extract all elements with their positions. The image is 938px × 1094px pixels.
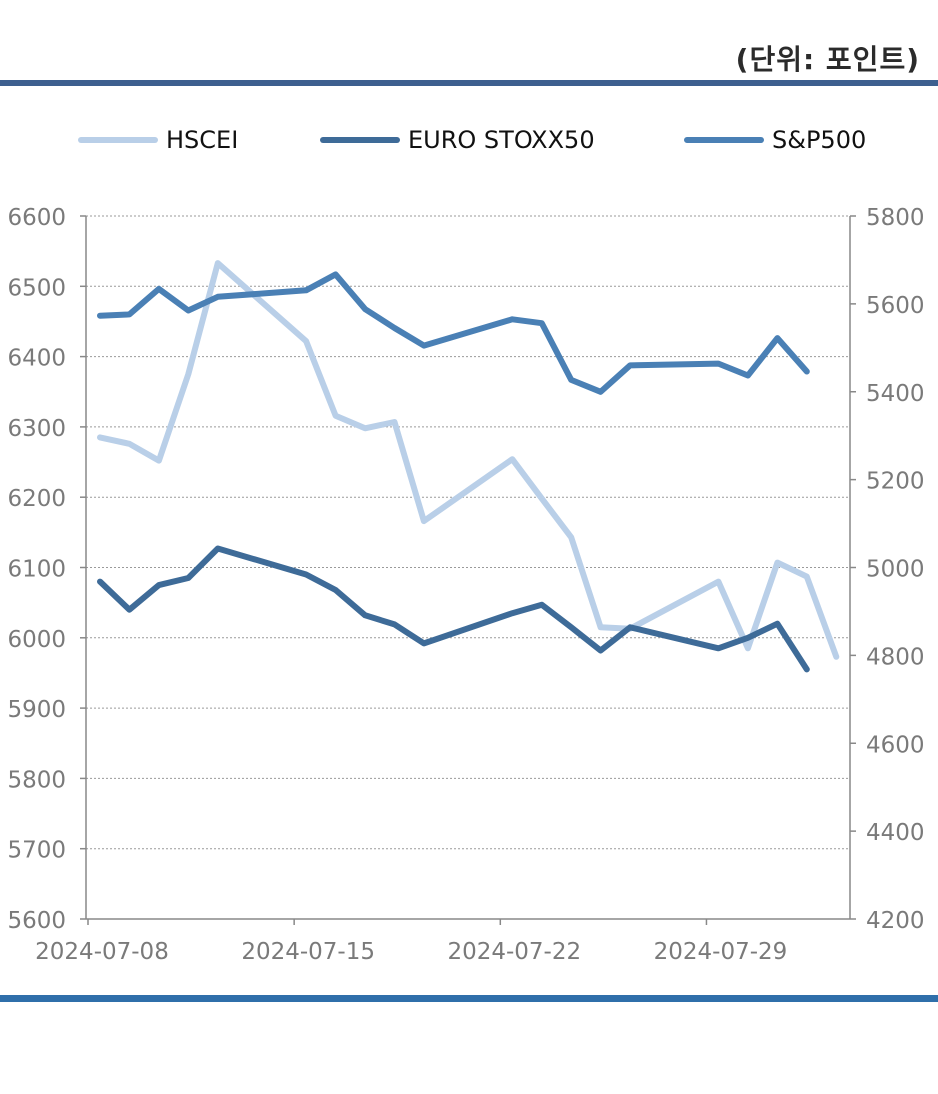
line-chart: 6600 6500 6400 6300 6200 6100 6000 5900 5800 5700… (7, 205, 925, 965)
left-tick-label-5900: 5900 (7, 697, 66, 723)
x-tick-label-2024-07-08: 2024-07-08 (35, 939, 169, 965)
legend: HSCEI EURO STOXX50 S&P500 (0, 120, 938, 160)
series-line-s-p500 (97, 271, 810, 395)
legend-item-hscei: HSCEI (78, 120, 238, 160)
legend-label-euro-stoxx50: EURO STOXX50 (408, 126, 595, 154)
series-lines (97, 260, 840, 673)
right-tick-label-4600: 4600 (866, 732, 925, 758)
left-tick-label-6600: 6600 (7, 205, 66, 231)
right-tick-label-5600: 5600 (866, 293, 925, 319)
legend-swatch-hscei (78, 137, 158, 143)
legend-label-sp500: S&P500 (772, 126, 867, 154)
left-tick-label-6200: 6200 (7, 486, 66, 512)
right-tick-label-5400: 5400 (866, 381, 925, 407)
x-tick-label-2024-07-15: 2024-07-15 (241, 939, 375, 965)
legend-item-sp500: S&P500 (684, 120, 866, 160)
bottom-rule (0, 995, 938, 1002)
left-tick-label-5600: 5600 (7, 908, 66, 934)
gridlines (86, 215, 850, 850)
right-tick-label-4200: 4200 (866, 908, 925, 934)
legend-swatch-sp500 (684, 137, 764, 143)
x-axis-tick-labels: 2024-07-08 2024-07-15 2024-07-22 2024-07-29 (35, 939, 787, 965)
left-tick-label-6500: 6500 (7, 275, 66, 301)
left-tick-label-6300: 6300 (7, 416, 66, 442)
unit-label: (단위: 포인트) (735, 43, 920, 76)
right-tick-label-5200: 5200 (866, 469, 925, 495)
left-tick-label-5800: 5800 (7, 767, 66, 793)
legend-swatch-euro-stoxx50 (320, 137, 400, 143)
right-axis-tick-labels: 5800 5600 5400 5200 5000 4800 4600 4400 4200 (866, 205, 925, 934)
top-rule (0, 80, 938, 86)
right-tick-label-4800: 4800 (866, 644, 925, 670)
right-tick-label-5000: 5000 (866, 557, 925, 583)
series-line-hscei (97, 260, 840, 660)
right-tick-label-5800: 5800 (866, 205, 925, 231)
left-axis-tick-labels: 6600 6500 6400 6300 6200 6100 6000 5900 5800 5700… (7, 205, 66, 934)
left-tick-label-6000: 6000 (7, 627, 66, 653)
x-tick-label-2024-07-22: 2024-07-22 (447, 939, 581, 965)
left-tick-label-6400: 6400 (7, 346, 66, 372)
x-tick-label-2024-07-29: 2024-07-29 (654, 939, 788, 965)
legend-item-euro-stoxx50: EURO STOXX50 (320, 120, 595, 160)
legend-label-hscei: HSCEI (166, 126, 239, 154)
axes (80, 215, 856, 925)
series-line-euro-stoxx50 (97, 545, 810, 673)
left-tick-label-6100: 6100 (7, 557, 66, 583)
right-tick-label-4400: 4400 (866, 820, 925, 846)
left-tick-label-5700: 5700 (7, 838, 66, 864)
